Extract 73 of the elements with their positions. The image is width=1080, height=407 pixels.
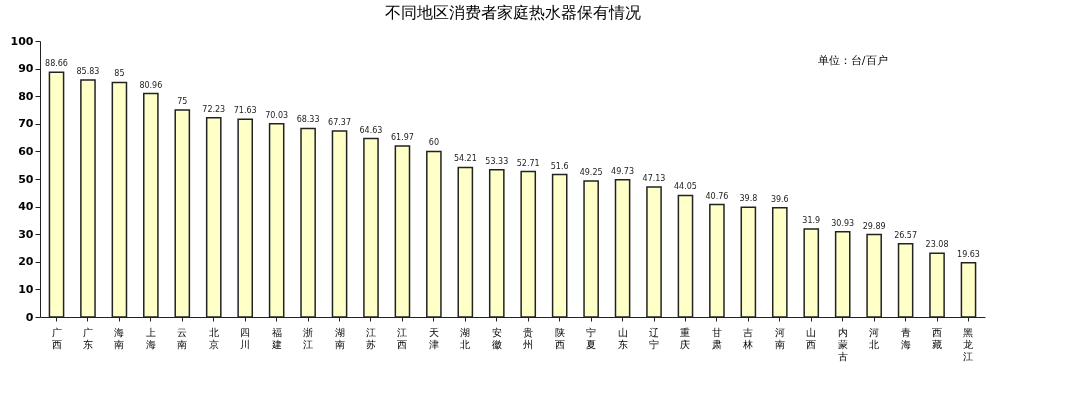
data-label: 49.25	[579, 168, 603, 178]
x-tick-label: 山西	[806, 326, 817, 350]
data-label: 29.89	[862, 221, 886, 231]
x-tick-label: 黑龙江	[963, 326, 974, 362]
data-label: 54.21	[453, 154, 477, 164]
x-tick-label: 山东	[617, 326, 628, 350]
y-tick-label: 70	[18, 117, 34, 131]
x-tick-label: 宁夏	[586, 326, 597, 350]
data-label: 68.33	[296, 115, 320, 125]
data-label: 40.76	[705, 191, 729, 201]
x-tick-label: 北京	[208, 326, 219, 350]
x-tick-label: 河北	[869, 326, 880, 350]
data-label: 67.37	[328, 118, 351, 128]
data-label: 26.57	[894, 230, 918, 240]
x-tick-label: 浙江	[303, 326, 314, 350]
data-label: 31.9	[802, 215, 821, 225]
x-tick-label: 湖南	[334, 326, 345, 350]
y-tick-label: 40	[18, 200, 34, 214]
x-tick-label: 吉林	[742, 326, 754, 350]
y-tick-label: 10	[18, 282, 34, 296]
data-label: 47.13	[642, 173, 666, 183]
data-label: 39.8	[739, 194, 758, 204]
y-tick-label: 50	[18, 172, 34, 186]
x-tick-label: 福建	[270, 326, 282, 350]
data-label: 44.05	[674, 182, 697, 192]
data-label: 49.73	[611, 166, 635, 176]
data-label: 72.23	[202, 104, 226, 114]
data-label: 71.63	[233, 106, 257, 116]
x-tick-label: 江苏	[365, 326, 376, 350]
x-tick-label: 四川	[240, 326, 251, 350]
y-tick-label: 80	[18, 89, 34, 103]
y-tick-label: 20	[18, 255, 34, 269]
chart-title: 不同地区消费者家庭热水器保有情况	[384, 3, 641, 22]
data-label: 30.93	[831, 218, 855, 228]
x-tick-label: 云南	[177, 326, 188, 350]
x-tick-label: 海南	[114, 326, 125, 350]
data-label: 85.83	[76, 67, 100, 77]
data-label: 60	[428, 138, 439, 148]
data-label: 70.03	[265, 110, 289, 120]
x-tick-label: 天津	[428, 326, 439, 350]
x-tick-label: 甘肃	[711, 326, 722, 350]
data-label: 53.33	[485, 156, 509, 166]
y-tick-label: 60	[18, 144, 34, 158]
x-tick-label: 江西	[397, 326, 408, 350]
data-label: 52.71	[516, 158, 540, 168]
y-tick-label: 0	[25, 310, 34, 324]
x-tick-label: 贵州	[523, 326, 534, 350]
data-label: 51.6	[550, 161, 569, 171]
data-label: 64.63	[359, 125, 383, 135]
data-label: 85	[114, 69, 125, 79]
x-tick-label: 湖北	[460, 326, 471, 350]
data-label: 88.66	[45, 59, 68, 69]
x-tick-label: 青海	[900, 326, 911, 350]
x-tick-label: 内蒙古	[837, 326, 848, 362]
data-label: 75	[177, 97, 188, 106]
y-tick-label: 90	[18, 62, 34, 76]
data-label: 80.96	[139, 80, 163, 90]
x-tick-label: 上海	[145, 326, 156, 350]
x-tick-label: 安徽	[491, 326, 502, 350]
data-label: 23.08	[925, 240, 949, 250]
x-tick-label: 重庆	[680, 326, 691, 350]
annotation: 单位：台/百户	[817, 54, 888, 67]
y-tick-label: 100	[10, 34, 34, 48]
data-label: 19.63	[957, 249, 980, 259]
data-label: 39.6	[770, 194, 789, 204]
x-tick-label: 陕西	[554, 326, 565, 350]
x-tick-label: 广东	[82, 326, 93, 350]
y-tick-label: 30	[18, 227, 34, 241]
data-label: 61.97	[390, 132, 414, 142]
x-tick-label: 河南	[774, 326, 785, 350]
x-tick-label: 辽宁	[649, 326, 660, 350]
x-tick-label: 西藏	[932, 326, 943, 350]
x-tick-label: 广西	[51, 326, 62, 350]
